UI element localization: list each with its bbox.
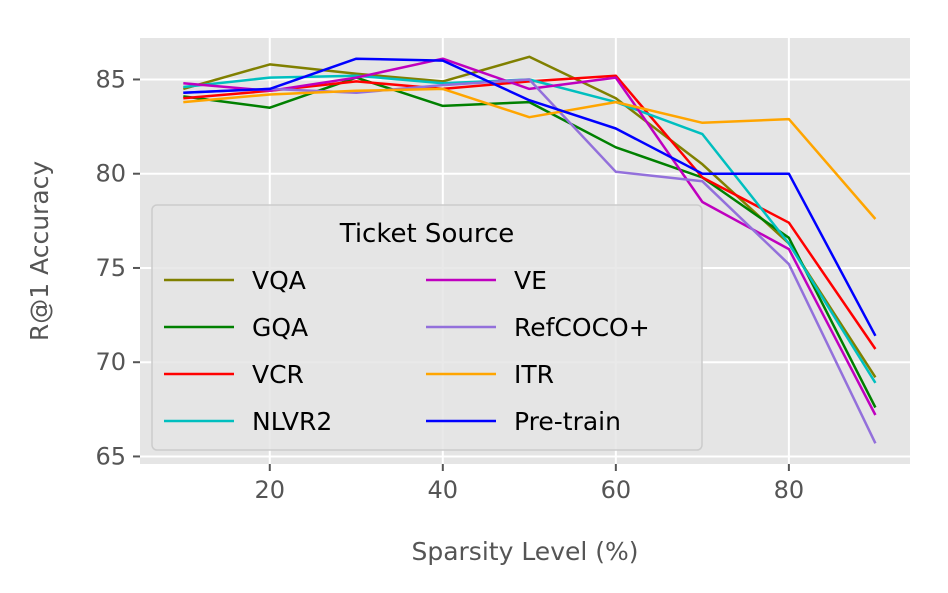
legend-title: Ticket Source xyxy=(339,219,514,249)
legend-label-vqa: VQA xyxy=(252,266,306,295)
series-line-pre-train xyxy=(183,57,877,337)
x-tick-label: 60 xyxy=(601,476,632,504)
legend-label-itr: ITR xyxy=(514,360,554,389)
x-tick-label: 40 xyxy=(428,476,459,504)
legend: Ticket Source VQA GQA VCR NLVR2 VE RefCOCO+ ITR… xyxy=(151,204,703,451)
y-tick-label: 80 xyxy=(95,160,126,188)
axis-ticks: 20 40 60 80 65 70 75 80 85 xyxy=(95,65,804,504)
y-tick-label: 65 xyxy=(95,442,126,470)
y-tick-label: 85 xyxy=(95,65,126,93)
x-axis-label: Sparsity Level (%) xyxy=(411,537,638,566)
x-tick-label: 20 xyxy=(255,476,286,504)
legend-label-gqa: GQA xyxy=(252,313,308,342)
series-line-gqa xyxy=(183,76,877,409)
series-line-itr xyxy=(183,87,877,220)
y-axis-label: R@1 Accuracy xyxy=(25,161,54,342)
series-line-ve xyxy=(183,57,877,416)
legend-label-pre-train: Pre-train xyxy=(514,407,621,436)
series-line-refcoco- xyxy=(183,78,877,444)
series-lines xyxy=(182,55,877,444)
legend-label-refcoco-: RefCOCO+ xyxy=(514,313,650,342)
y-tick-label: 75 xyxy=(95,254,126,282)
y-tick-label: 70 xyxy=(95,348,126,376)
x-tick-label: 80 xyxy=(774,476,805,504)
legend-label-vcr: VCR xyxy=(252,360,304,389)
legend-label-nlvr2: NLVR2 xyxy=(252,407,332,436)
legend-label-ve: VE xyxy=(514,266,547,295)
